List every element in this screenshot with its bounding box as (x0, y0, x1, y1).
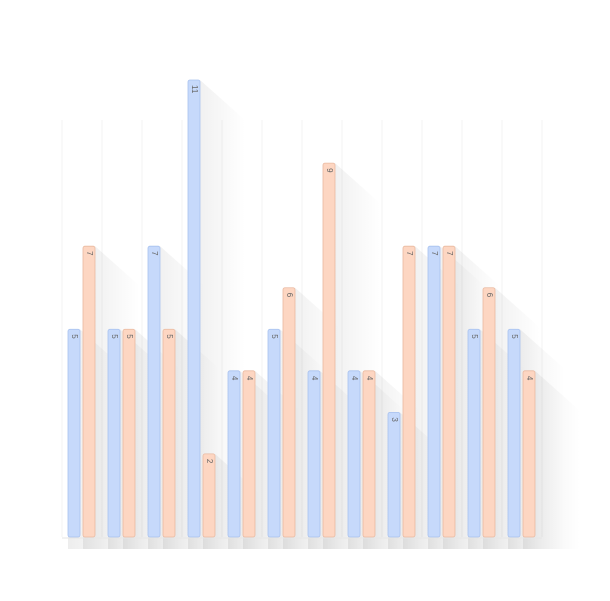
bar (347, 370, 361, 538)
value-label: 4 (350, 376, 359, 381)
value-label: 5 (125, 334, 134, 339)
value-label: 4 (310, 376, 319, 381)
value-label: 5 (510, 334, 519, 339)
value-label: 4 (525, 376, 534, 381)
bar (402, 245, 416, 538)
value-label: 7 (445, 251, 454, 256)
value-label: 4 (365, 376, 374, 381)
value-label: 7 (85, 251, 94, 256)
bar (187, 79, 201, 538)
bar (82, 245, 96, 538)
bar (427, 245, 441, 538)
value-label: 4 (230, 376, 239, 381)
bar (442, 245, 456, 538)
value-label: 7 (430, 251, 439, 256)
value-label: 2 (205, 459, 214, 464)
bar (227, 370, 241, 538)
bar (522, 370, 536, 538)
value-label: 3 (390, 417, 399, 422)
value-label: 7 (405, 251, 414, 256)
value-label: 5 (70, 334, 79, 339)
value-label: 4 (245, 376, 254, 381)
bar (107, 328, 121, 538)
value-label: 5 (270, 334, 279, 339)
value-label: 5 (470, 334, 479, 339)
bar (282, 287, 296, 538)
value-label: 11 (190, 85, 199, 94)
value-label: 7 (150, 251, 159, 256)
bar (322, 162, 336, 538)
value-label: 5 (165, 334, 174, 339)
value-label: 6 (485, 293, 494, 298)
bar (482, 287, 496, 538)
bar (362, 370, 376, 538)
bar (242, 370, 256, 538)
value-label: 6 (285, 293, 294, 298)
bar (147, 245, 161, 538)
bar (202, 453, 216, 538)
bar (387, 411, 401, 538)
bar (267, 328, 281, 538)
bar (467, 328, 481, 538)
bar-shadow (523, 370, 580, 549)
bar (307, 370, 321, 538)
value-label: 9 (325, 168, 334, 173)
bar (67, 328, 81, 538)
value-label: 5 (110, 334, 119, 339)
bar (507, 328, 521, 538)
bar (162, 328, 176, 538)
bar (122, 328, 136, 538)
